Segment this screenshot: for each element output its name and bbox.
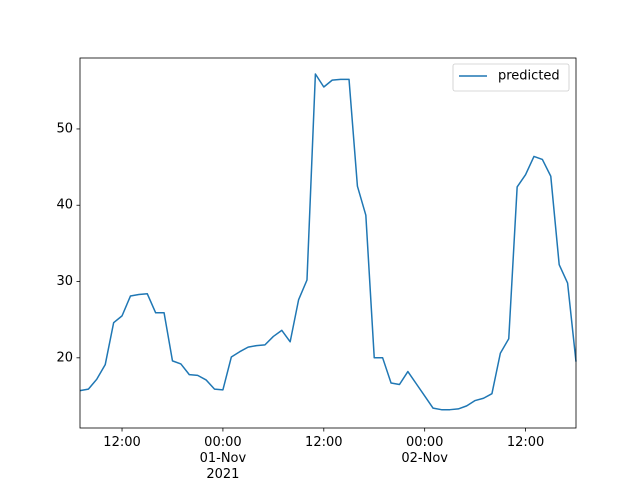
legend-box [452,63,570,92]
y-tick-label: 20 [56,350,73,365]
axes-frame [79,57,577,429]
line [79,73,577,411]
legend-label: predicted [498,69,560,84]
y-tick-label: 50 [56,121,73,136]
x-tick-label: 00:00 02-Nov [401,435,448,466]
y-tick-label: 30 [56,274,73,289]
y-tick-label: 40 [56,198,73,213]
x-tick-label: 12:00 [103,435,141,450]
x-tick-label: 00:00 01-Nov 2021 [199,435,247,480]
x-tick-label: 12:00 [305,435,343,450]
x-tick-label: 12:00 [506,435,545,450]
